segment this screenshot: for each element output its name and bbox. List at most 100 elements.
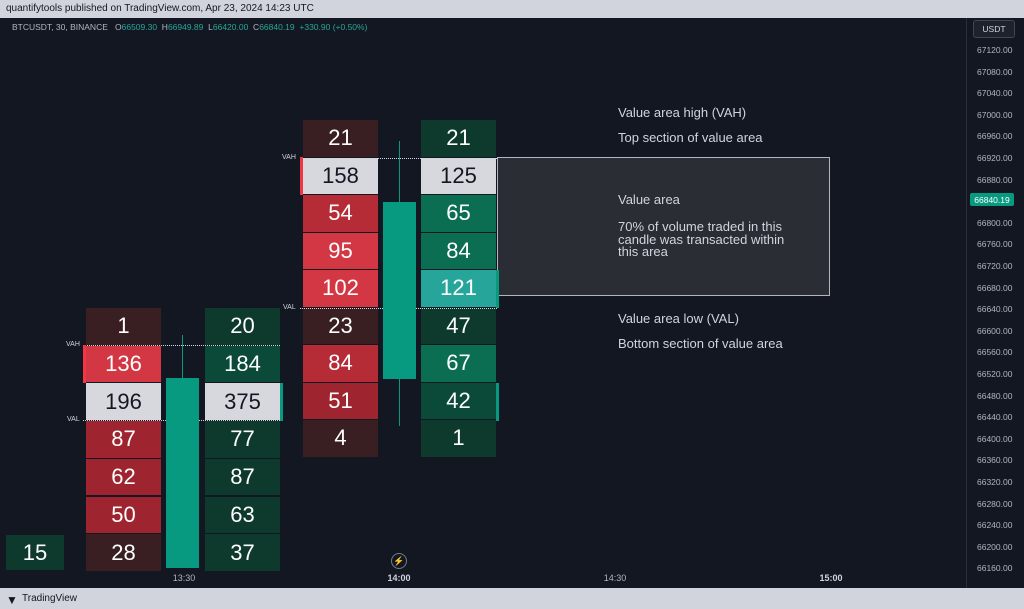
candle-body: [383, 202, 416, 379]
annotation-va-desc-1: 70% of volume traded in this: [618, 219, 783, 234]
high-value: 66949.89: [167, 22, 204, 32]
price-tick: 66800.00: [977, 217, 1013, 228]
price-tick: 66360.00: [977, 455, 1013, 466]
annotation-vah-title: Value area high (VAH): [618, 105, 747, 120]
price-tick: 67120.00: [977, 45, 1013, 55]
candle-body: [166, 378, 199, 568]
val-marker: VAL: [283, 304, 296, 311]
sell-volume-cell: 95: [303, 232, 378, 270]
price-tick: 67040.00: [977, 88, 1013, 99]
sell-volume-cell: 84: [303, 345, 378, 383]
val-marker: VAL: [67, 416, 80, 423]
price-tick: 66680.00: [977, 282, 1013, 293]
annotation-va-desc-3: this area: [618, 244, 668, 259]
low-value: 66420.00: [212, 22, 249, 32]
price-tick: 66560.00: [977, 347, 1013, 358]
imbalance-marker: [280, 383, 283, 421]
buy-volume-cell: 84: [421, 232, 496, 270]
buy-volume-cell: 1: [421, 420, 496, 458]
footer-bar: ▼ TradingView: [0, 588, 1024, 609]
buy-volume-cell: 77: [205, 421, 280, 459]
open-label: O: [114, 22, 122, 32]
annotation-va-desc-2: candle was transacted within: [618, 232, 785, 247]
close-value: 66840.19: [259, 22, 295, 32]
price-tick: 66400.00: [977, 433, 1013, 444]
publish-header: quantifytools published on TradingView.c…: [0, 0, 1024, 18]
chart-pane[interactable]: BTCUSDT, 30, BINANCE O66509.30 H66949.89…: [0, 18, 1024, 588]
sell-volume-cell: 51: [303, 382, 378, 420]
buy-volume-cell: 20: [205, 308, 280, 346]
buy-volume-cell: 121: [421, 270, 496, 308]
value-area-box: [497, 157, 830, 296]
buy-volume-cell: 47: [421, 307, 496, 345]
vah-line: [300, 158, 497, 159]
sell-volume-cell: 23: [303, 307, 378, 345]
sell-volume-cell: 28: [86, 534, 161, 572]
price-tick: 66640.00: [977, 304, 1013, 315]
buy-volume-cell: 65: [421, 195, 496, 233]
price-tick: 66720.00: [977, 261, 1013, 271]
time-tick: 14:30: [603, 573, 627, 583]
price-tick: 66320.00: [977, 477, 1013, 487]
sell-volume-cell: 50: [86, 496, 161, 535]
price-tick: 66920.00: [977, 153, 1013, 163]
price-tick: 66280.00: [977, 498, 1013, 509]
imbalance-marker: [496, 270, 499, 308]
price-tick: 66520.00: [977, 369, 1013, 379]
price-tick: 66760.00: [977, 239, 1013, 250]
currency-button[interactable]: USDT: [973, 20, 1015, 38]
annotation-va-title: Value area: [618, 192, 680, 207]
price-scale[interactable]: USDT 67120.00 67080.00 67040.00 67000.00 669…: [966, 18, 1024, 588]
price-tick: 66240.00: [977, 520, 1013, 531]
price-tick: 67080.00: [977, 66, 1013, 77]
imbalance-marker: [300, 157, 303, 195]
annotation-val-desc: Bottom section of value area: [618, 336, 783, 351]
vah-marker: VAH: [66, 341, 80, 348]
last-price-label: 66840.19: [970, 193, 1014, 206]
sell-volume-cell: 21: [303, 120, 378, 158]
vah-marker: VAH: [282, 154, 296, 161]
price-tick: 66480.00: [977, 390, 1013, 401]
price-tick: 66200.00: [977, 541, 1013, 552]
imbalance-marker: [496, 383, 499, 421]
sell-volume-cell: 102: [303, 270, 378, 308]
low-label: L: [208, 22, 213, 32]
sell-volume-cell: 196: [86, 383, 161, 422]
close-label: C: [253, 22, 260, 32]
sell-volume-cell: 1: [86, 308, 161, 346]
sell-volume-cell: 4: [303, 420, 378, 458]
buy-volume-cell: 42: [421, 382, 496, 420]
vah-line: [83, 345, 280, 346]
sell-volume-cell: 136: [86, 345, 161, 384]
price-tick: 66160.00: [977, 563, 1013, 574]
open-value: 66509.30: [121, 22, 158, 32]
sell-volume-cell: 54: [303, 195, 378, 233]
buy-volume-cell: 63: [205, 496, 280, 535]
annotation-val-title: Value area low (VAL): [618, 311, 739, 326]
price-tick: 66960.00: [977, 131, 1013, 142]
buy-volume-cell: 87: [205, 458, 280, 497]
change-value: +330.90 (+0.50%): [299, 22, 368, 32]
buy-volume-cell: 21: [421, 120, 496, 158]
sell-volume-cell: 158: [303, 157, 378, 195]
price-tick: 67000.00: [977, 109, 1013, 120]
buy-volume-cell: 67: [421, 345, 496, 383]
publish-info: quantifytools published on TradingView.c…: [6, 3, 314, 14]
high-label: H: [161, 22, 168, 32]
price-tick: 66880.00: [977, 174, 1013, 185]
annotation-vah-desc: Top section of value area: [618, 130, 763, 145]
buy-volume-cell: 184: [205, 345, 280, 384]
lightning-icon[interactable]: ⚡: [391, 553, 407, 569]
footer-brand[interactable]: TradingView: [22, 593, 78, 604]
time-tick: 15:00: [819, 573, 843, 583]
symbol-name[interactable]: BTCUSDT, 30, BINANCE: [12, 22, 108, 32]
buy-volume-cell: 125: [421, 157, 496, 195]
time-tick: 14:00: [387, 573, 411, 583]
tradingview-logo-icon[interactable]: ▼: [6, 593, 18, 607]
sell-volume-cell: 87: [86, 421, 161, 459]
price-tick: 66600.00: [977, 325, 1013, 336]
sell-volume-cell: 62: [86, 458, 161, 497]
time-tick: 13:30: [172, 573, 196, 583]
price-tick: 66440.00: [977, 412, 1013, 423]
footprint-cell-partial: 15: [6, 535, 64, 571]
